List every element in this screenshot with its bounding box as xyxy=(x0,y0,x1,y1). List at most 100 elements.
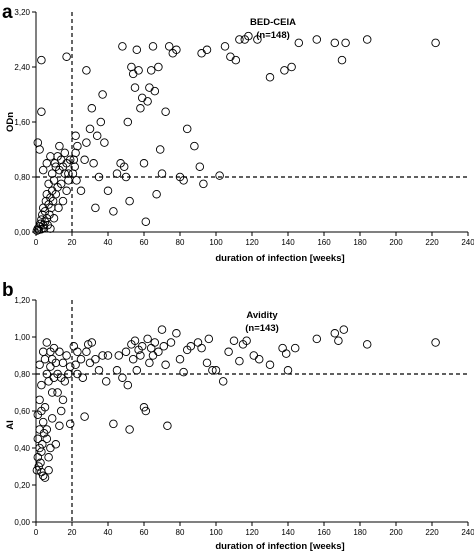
panel-b-data-point xyxy=(80,412,89,421)
panel-b-y-axis-title: AI xyxy=(5,420,16,430)
panel-a-y-tick-label: 1,60 xyxy=(14,118,30,127)
panel-a-data-point xyxy=(103,186,113,196)
panel-b-avidity-chart: b Avidity (n=143) AI duration of infecti… xyxy=(2,280,474,552)
panel-a-y-tick-label: 2,40 xyxy=(14,63,30,72)
panel-b-data-point xyxy=(42,434,52,444)
panel-a-data-point xyxy=(100,138,109,147)
panel-b-data-point xyxy=(35,395,44,405)
panel-b-x-tick-label: 180 xyxy=(353,528,367,537)
panel-a-x-tick-label: 200 xyxy=(389,238,403,247)
panel-b-data-point xyxy=(146,343,156,353)
panel-b-data-point xyxy=(132,366,142,375)
panel-b-data-point xyxy=(38,440,47,449)
panel-b-y-tick-label: 0,40 xyxy=(14,444,30,453)
panel-a-data-point xyxy=(109,207,118,216)
panel-a-x-tick-label: 80 xyxy=(176,238,185,247)
panel-b-data-point xyxy=(121,347,131,357)
panel-a-data-point xyxy=(127,62,136,72)
panel-a-data-point xyxy=(148,42,158,51)
panel-b-x-tick-label: 200 xyxy=(389,528,403,537)
panel-a-data-point xyxy=(146,66,156,75)
panel-a-data-point xyxy=(87,104,97,113)
panel-a-x-tick-label: 140 xyxy=(281,238,295,247)
panel-b-data-point xyxy=(163,421,172,431)
panel-a-y-axis-title: ODn xyxy=(5,112,16,132)
panel-a-x-axis-title: duration of infection [weeks] xyxy=(215,253,344,264)
panel-b-data-point xyxy=(114,351,124,360)
panel-b-data-point xyxy=(283,366,293,375)
panel-a-data-point xyxy=(121,172,131,182)
panel-a-data-point xyxy=(215,171,224,180)
panel-b-x-tick-label: 0 xyxy=(34,528,39,537)
panel-b-x-tick-label: 80 xyxy=(176,528,185,537)
panel-b-data-point xyxy=(161,360,170,370)
panel-a-data-point xyxy=(98,90,107,99)
panel-a-data-point xyxy=(235,35,244,44)
panel-a-data-point xyxy=(94,172,104,182)
panel-a-data-point xyxy=(190,141,199,151)
panel-a-y-tick-label: 0,00 xyxy=(14,228,30,237)
panel-a-data-point xyxy=(182,124,192,134)
panel-b-data-point xyxy=(44,377,53,386)
panel-a-data-point xyxy=(199,179,208,189)
panel-a-data-point xyxy=(197,49,206,58)
panel-a-x-tick-label: 180 xyxy=(353,238,367,247)
panel-b-data-point xyxy=(62,351,71,360)
panel-b-data-point xyxy=(137,342,147,351)
panel-a-x-tick-label: 40 xyxy=(104,238,113,247)
panel-b-data-point xyxy=(55,347,64,357)
panel-a-data-point xyxy=(71,148,80,158)
panel-a-data-point xyxy=(35,145,44,154)
panel-b-data-point xyxy=(103,351,113,360)
panel-a-data-point xyxy=(73,141,82,151)
panel-a-data-point xyxy=(65,155,75,165)
panel-a-x-tick-label: 220 xyxy=(425,238,439,247)
panel-a-data-point xyxy=(150,86,160,96)
panel-b-data-point xyxy=(109,419,118,429)
panel-a-data-point xyxy=(341,38,350,48)
panel-b-data-point xyxy=(281,349,291,358)
panel-b-data-point xyxy=(91,354,100,364)
panel-a-data-point xyxy=(123,117,133,127)
panel-b-data-point xyxy=(44,465,53,475)
panel-b-y-tick-label: 0,00 xyxy=(14,518,30,527)
panel-a-y-tick-label: 0,80 xyxy=(14,173,30,182)
panel-b-data-point xyxy=(51,440,61,449)
panel-b-x-axis-title: duration of infection [weeks] xyxy=(215,541,344,552)
panel-a-data-point xyxy=(253,35,262,44)
panel-b-data-point xyxy=(186,342,196,351)
panel-a-data-point xyxy=(119,162,129,171)
panel-a-data-point xyxy=(154,62,163,72)
panel-b-data-point xyxy=(60,377,70,386)
panel-a-data-point xyxy=(85,124,95,134)
panel-b-data-point xyxy=(254,354,264,364)
panel-b-data-point xyxy=(73,347,82,357)
panel-b-data-point xyxy=(125,425,134,434)
panel-a-annotation-line2: (n=148) xyxy=(256,30,290,41)
panel-a-data-point xyxy=(62,52,71,61)
panel-a-data-point xyxy=(152,189,161,199)
panel-b-data-point xyxy=(76,354,86,364)
panel-a-data-point xyxy=(125,196,134,206)
panel-b-data-point xyxy=(65,362,75,371)
panel-b-data-point xyxy=(47,388,57,397)
panel-a-data-point xyxy=(91,203,100,213)
panel-a-data-point xyxy=(112,169,122,178)
panel-b-annotation-line2: (n=143) xyxy=(245,323,279,334)
panel-b-data-point xyxy=(249,351,259,360)
panel-b-data-point xyxy=(53,388,62,397)
panel-a-data-point xyxy=(72,176,81,185)
panel-a-x-tick-label: 120 xyxy=(245,238,259,247)
panel-b-data-point xyxy=(235,356,244,366)
panel-a-data-point xyxy=(76,186,86,196)
panel-a-data-point xyxy=(55,141,64,151)
panel-a-data-point xyxy=(226,52,235,61)
panel-a-data-point xyxy=(137,93,147,103)
panel-a-data-point xyxy=(362,35,372,44)
panel-a-data-point xyxy=(244,31,253,41)
panel-b-data-point xyxy=(166,338,176,347)
panel-a-data-point xyxy=(132,45,142,55)
panel-b-data-point xyxy=(330,329,340,338)
panel-a-data-point xyxy=(64,176,73,185)
